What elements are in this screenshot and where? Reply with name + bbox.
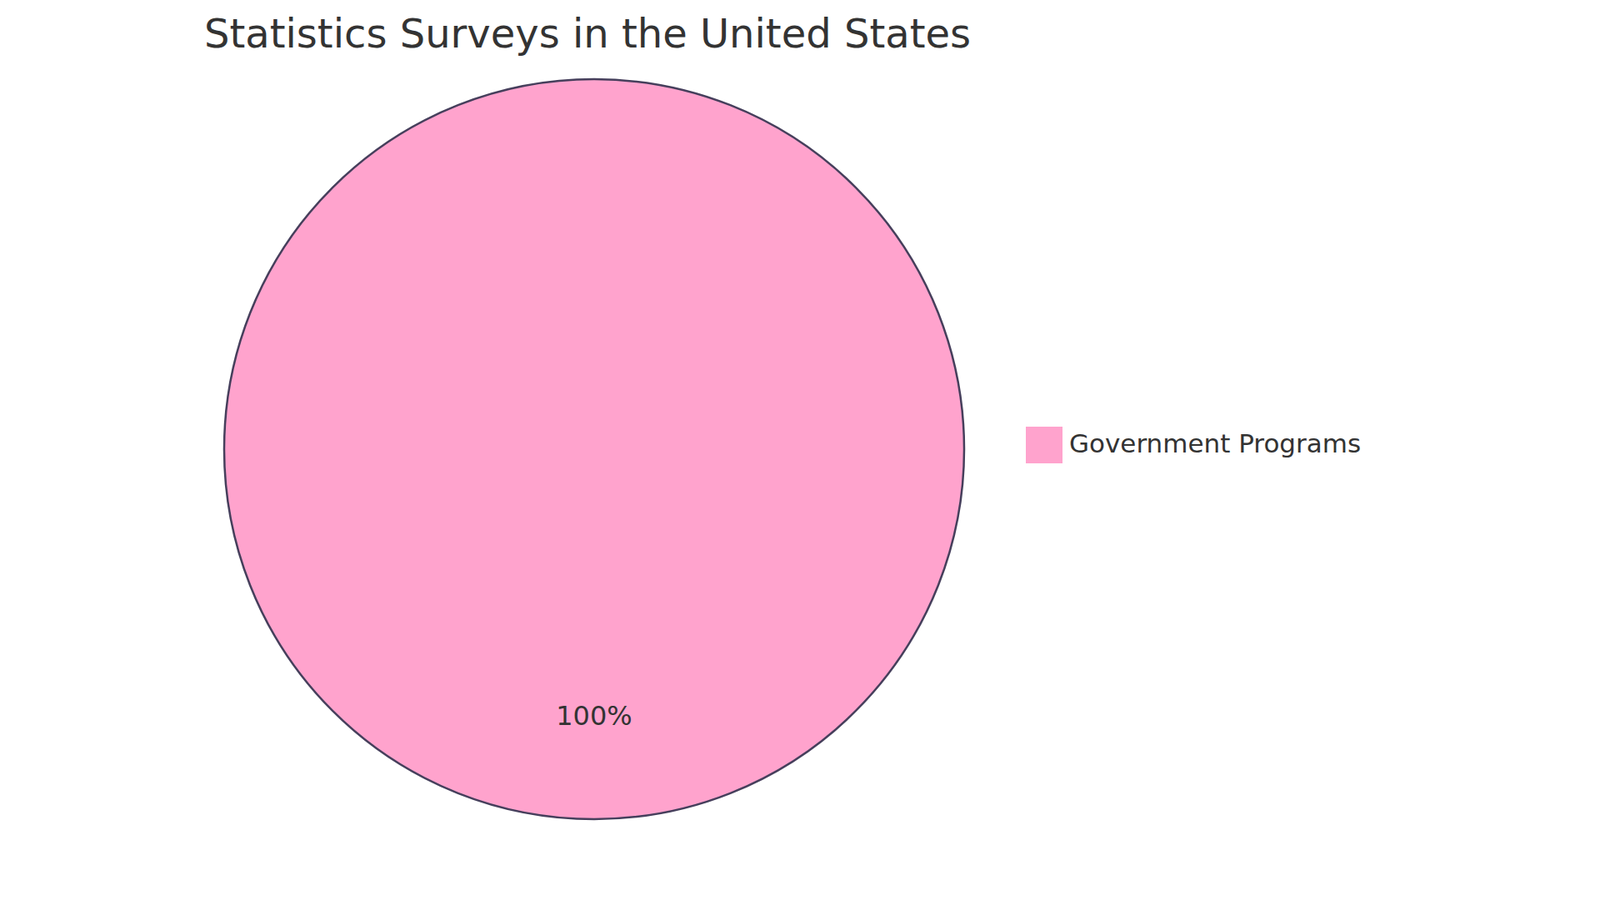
data-labels: 100% xyxy=(555,700,632,732)
chart-container: Statistics Surveys in the United States 1… xyxy=(0,0,1600,900)
slices xyxy=(224,79,965,820)
legend-swatch xyxy=(1025,426,1063,464)
legend-label: Government Programs xyxy=(1069,428,1361,459)
title: Statistics Surveys in the United States xyxy=(204,10,971,57)
legend: Government Programs xyxy=(1025,426,1361,464)
data-label: 100% xyxy=(555,700,632,732)
chart: Statistics Surveys in the United States 1… xyxy=(0,0,1600,900)
slice xyxy=(224,79,965,820)
